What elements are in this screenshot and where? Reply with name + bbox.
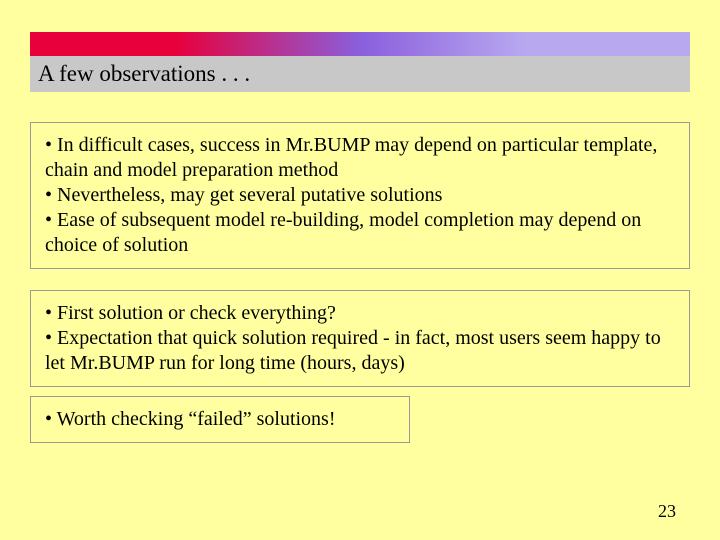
observations-box-1: • In difficult cases, success in Mr.BUMP… (30, 122, 690, 269)
bullet-text: • Worth checking “failed” solutions! (45, 407, 395, 432)
page-number: 23 (658, 501, 676, 522)
header-gradient-bar (30, 32, 690, 56)
bullet-text: • Nevertheless, may get several putative… (45, 183, 675, 208)
bullet-text: • Expectation that quick solution requir… (45, 326, 675, 376)
title-block: A few observations . . . (30, 56, 690, 92)
observations-box-2: • First solution or check everything? • … (30, 290, 690, 387)
bullet-text: • In difficult cases, success in Mr.BUMP… (45, 133, 675, 183)
bullet-text: • Ease of subsequent model re-building, … (45, 208, 675, 258)
bullet-text: • First solution or check everything? (45, 301, 675, 326)
observations-box-3: • Worth checking “failed” solutions! (30, 396, 410, 443)
slide-title: A few observations . . . (38, 61, 250, 87)
